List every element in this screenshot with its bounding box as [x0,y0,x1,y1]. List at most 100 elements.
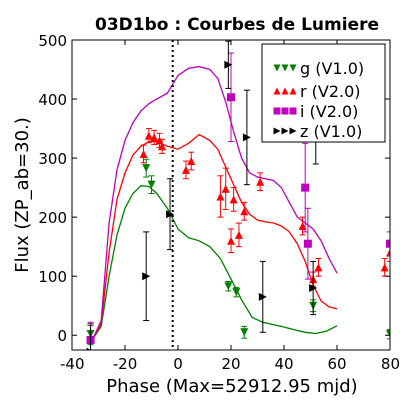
legend-marker [281,107,289,115]
model-curve-1 [92,133,338,339]
data-point [301,142,310,233]
legend-marker [289,87,297,95]
data-point [232,286,241,298]
legend-marker [289,127,297,135]
data-point [227,228,235,254]
legend-label-r: r (V2.0) [300,82,361,101]
y-tick-label: 0 [57,327,67,345]
legend-marker [273,107,281,115]
point-marker [166,210,175,219]
data-point [221,167,230,210]
point-marker [158,142,167,151]
data-point [139,144,148,164]
point-marker [232,288,241,297]
point-marker [303,239,312,248]
y-tick-label: 500 [38,32,67,50]
point-marker [242,133,251,142]
x-tick-label: 40 [274,355,293,373]
point-marker [256,177,265,186]
legend-marker [289,107,297,115]
data-point [216,175,225,218]
data-point [166,178,175,251]
point-marker [227,93,235,102]
point-marker [234,230,243,239]
data-point [187,151,196,171]
y-tick-label: 100 [38,268,67,286]
data-point [256,172,265,192]
data-point [142,231,151,321]
point-marker [386,248,390,257]
x-tick-label: -40 [60,355,85,373]
data-points [86,40,390,350]
data-point [258,260,267,333]
point-marker [298,222,307,230]
point-marker [227,236,235,245]
x-tick-label: 60 [327,355,346,373]
y-tick-label: 200 [38,209,67,227]
point-marker [139,149,148,158]
x-tick-label: 20 [221,355,240,373]
point-marker [380,263,389,272]
data-point [386,328,390,340]
point-marker [301,183,310,192]
y-tick-label: 400 [38,91,67,109]
point-marker [221,184,230,193]
data-point [224,40,233,89]
data-point [224,281,233,292]
x-axis-label: Phase (Max=52912.95 mjd) [106,376,357,397]
legend-marker [281,64,289,72]
x-tick-label: 80 [381,355,400,373]
x-tick-label: -20 [113,355,138,373]
model-curve-2 [92,65,338,339]
data-point [142,158,151,178]
data-point [234,222,243,248]
legend-marker [281,87,289,95]
data-point [86,324,94,350]
point-marker [187,157,196,166]
y-axis-label: Flux (ZP_ab=30.) [12,117,33,273]
model-curve-0 [92,185,338,339]
axis-ticks: -40 -20 0 20 40 60 80 0 100 200 300 400 500 [38,32,400,373]
point-marker [155,136,164,145]
legend-marker [273,127,281,135]
point-marker [144,131,153,140]
point-marker [314,263,323,272]
data-point [150,129,159,146]
legend-marker [289,64,297,72]
point-marker [181,165,190,174]
data-point [386,231,390,257]
data-point [227,52,235,143]
point-marker [142,164,151,173]
data-point [229,187,238,212]
point-marker [386,239,390,248]
point-marker [240,207,249,216]
point-marker [224,60,233,69]
data-point [309,260,318,316]
point-marker [309,284,318,292]
data-point [242,89,251,186]
legend-markers [273,64,297,135]
legend-marker [273,87,281,95]
legend: g (V1.0) r (V2.0) i (V2.0) z (V1.0) [261,43,386,143]
legend-marker [281,127,289,135]
data-point [240,201,249,221]
point-marker [258,292,267,301]
point-marker [150,133,159,142]
data-point [181,160,190,180]
point-marker [224,282,233,291]
point-marker [216,192,225,201]
point-marker [240,328,249,337]
legend-label-i: i (V2.0) [300,102,358,121]
y-tick-label: 300 [38,150,67,168]
legend-label-g: g (V1.0) [300,59,364,78]
data-point [144,128,153,144]
point-marker [147,180,156,189]
data-point [240,325,249,339]
point-marker [86,347,92,350]
x-tick-label: 0 [173,355,183,373]
data-point [147,175,156,195]
data-point [155,132,164,148]
point-marker [386,330,390,339]
data-point [303,207,312,280]
